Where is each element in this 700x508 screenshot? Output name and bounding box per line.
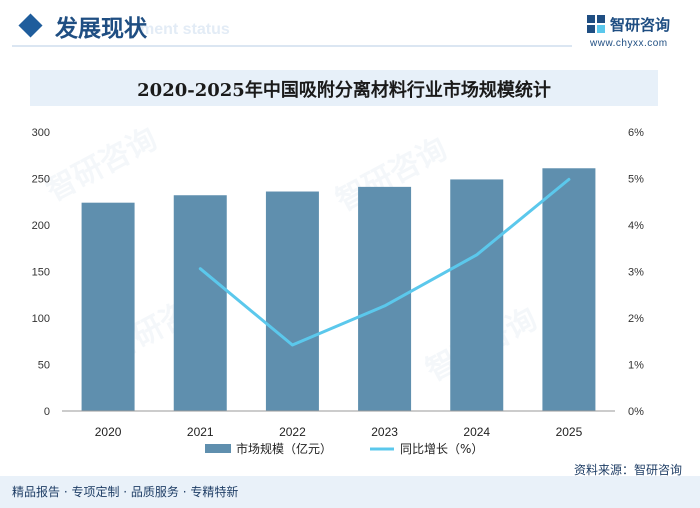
left-axis-tick-label: 200 — [32, 220, 50, 232]
legend-label-bar: 市场规模（亿元） — [236, 441, 332, 456]
x-axis-tick-label: 2024 — [463, 425, 490, 439]
footer-band: 精品报告 · 专项定制 · 品质服务 · 专精特新 — [0, 476, 700, 508]
right-axis-tick-label: 4% — [628, 220, 644, 232]
bar — [542, 168, 596, 411]
x-axis-tick-label: 2021 — [187, 425, 214, 439]
left-axis-tick-label: 0 — [44, 406, 50, 418]
bar — [450, 179, 504, 411]
left-axis-tick-label: 250 — [32, 174, 50, 186]
page-header: ment status 发展现状 智研咨询 www.chyxx.com — [0, 0, 700, 60]
x-axis-tick-label: 2023 — [371, 425, 398, 439]
legend-bar-swatch — [205, 444, 231, 453]
series-line — [198, 177, 571, 347]
bar — [173, 195, 227, 411]
section-subtitle: ment status — [140, 21, 230, 38]
left-axis-tick-label: 150 — [32, 267, 50, 279]
bar — [81, 202, 135, 411]
right-axis-tick-label: 2% — [628, 313, 644, 325]
right-axis-tick-label: 5% — [628, 174, 644, 186]
header-divider — [12, 45, 572, 47]
legend-label-line: 同比增长（%） — [400, 442, 483, 456]
right-axis-tick-label: 0% — [628, 406, 644, 418]
left-axis-tick-label: 50 — [38, 360, 50, 372]
source-note: 资料来源：智研咨询 — [573, 463, 682, 477]
right-axis-tick-label: 6% — [628, 127, 644, 139]
logo-url: www.chyxx.com — [590, 38, 668, 49]
left-axis-tick-label: 100 — [32, 313, 50, 325]
diamond-icon — [18, 13, 43, 38]
x-axis-tick-label: 2025 — [556, 425, 583, 439]
bar — [265, 191, 319, 411]
chart-title: 2020-2025年中国吸附分离材料行业市场规模统计 — [137, 80, 551, 101]
section-title: 发展现状 — [55, 15, 147, 42]
right-axis-tick-label: 1% — [628, 360, 644, 372]
left-axis-tick-label: 300 — [32, 127, 50, 139]
x-axis-tick-label: 2020 — [95, 425, 122, 439]
bar — [358, 186, 412, 411]
right-axis-tick-label: 3% — [628, 267, 644, 279]
chart-title-band: 2020-2025年中国吸附分离材料行业市场规模统计 — [30, 70, 658, 106]
logo-name: 智研咨询 — [610, 16, 671, 34]
logo: 智研咨询 www.chyxx.com — [586, 12, 686, 50]
chyxx-logo-icon — [587, 15, 605, 33]
footer-tagline: 精品报告 · 专项定制 · 品质服务 · 专精特新 — [12, 485, 239, 499]
x-axis-tick-label: 2022 — [279, 425, 306, 439]
combo-chart: 0 50 100 150 200 250 300 0% 1% 2% 3% 4% 5% 6% 2020 2021… — [32, 127, 644, 456]
